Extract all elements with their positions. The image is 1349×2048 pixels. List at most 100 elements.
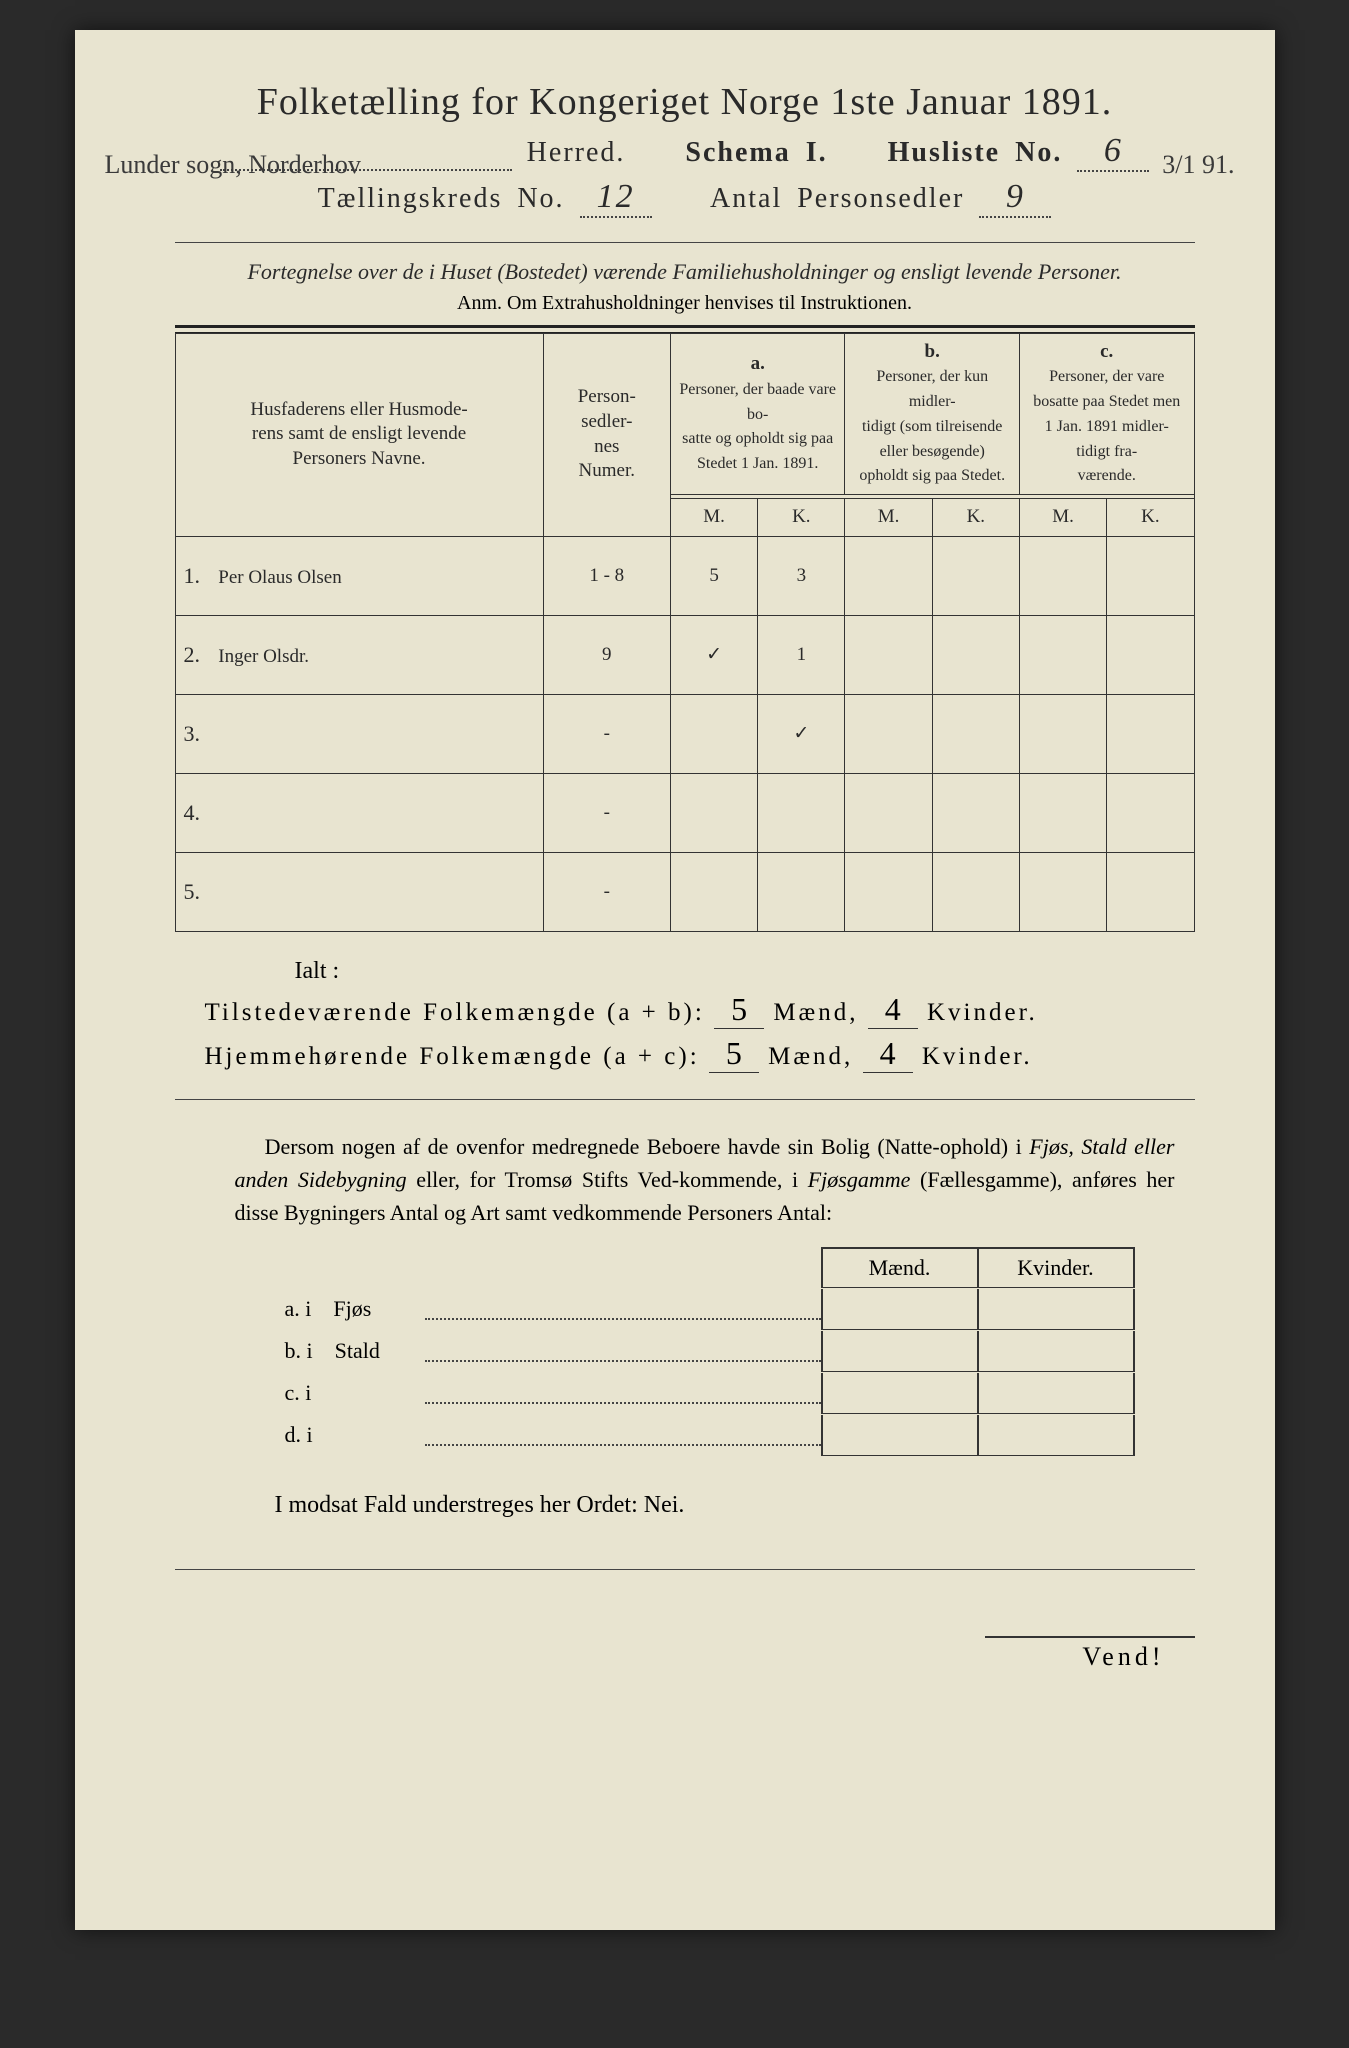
col-b-k: K. (932, 498, 1019, 536)
col-header-b: b. Personer, der kun midler- tidigt (som… (845, 333, 1020, 494)
grp-b-text: Personer, der kun midler- tidigt (som ti… (859, 368, 1005, 484)
a-k-cell: ✓ (758, 694, 845, 773)
antal-label: Antal Personsedler (710, 183, 964, 214)
b-k-cell (932, 694, 1019, 773)
totals-present-m: 5 (714, 991, 764, 1029)
anmerkning-text: Anm. Om Extrahusholdninger henvises til … (175, 292, 1195, 315)
b-m-cell (845, 536, 932, 615)
dotted-line (425, 1384, 821, 1404)
rule (175, 1099, 1195, 1100)
sub-cell-m (821, 1373, 977, 1414)
c-m-cell (1019, 773, 1106, 852)
name-cell: 1. Per Olaus Olsen (175, 536, 543, 615)
rule (175, 1569, 1195, 1570)
sub-cell-m (821, 1331, 977, 1372)
b-m-cell (845, 773, 932, 852)
b-k-cell (932, 773, 1019, 852)
sub-cell-k (977, 1373, 1135, 1414)
sub-cell-k (977, 1415, 1135, 1456)
col-header-num: Person- sedler- nes Numer. (543, 333, 670, 536)
sub-row-cells (821, 1373, 1135, 1414)
num-cell: - (543, 852, 670, 931)
kreds-value: 12 (580, 178, 652, 218)
a-m-cell: ✓ (670, 615, 757, 694)
table-row: 4. - (175, 773, 1194, 852)
sub-row-lead: c. i (285, 1372, 425, 1414)
sub-cell-k (977, 1289, 1135, 1330)
a-m-cell: 5 (670, 536, 757, 615)
sub-row: d. i (285, 1414, 1135, 1456)
name-cell: 4. (175, 773, 543, 852)
col-header-name-text: Husfaderens eller Husmode- rens samt de … (250, 399, 467, 469)
outbuilding-table: Mænd. Kvinder. a. i Fjøsb. i Staldc. i d… (285, 1247, 1135, 1456)
name-cell: 2. Inger Olsdr. (175, 615, 543, 694)
totals-home: Hjemmehørende Folkemængde (a + c): 5 Mæn… (205, 1035, 1195, 1073)
a-k-cell: 1 (758, 615, 845, 694)
thick-rule (175, 325, 1195, 333)
col-a-m: M. (670, 498, 757, 536)
sub-row: b. i Stald (285, 1330, 1135, 1372)
grp-c-label: c. (1100, 341, 1113, 362)
table-row: 2. Inger Olsdr.9✓1 (175, 615, 1194, 694)
antal-value: 9 (979, 178, 1051, 218)
household-table: Husfaderens eller Husmode- rens samt de … (175, 333, 1195, 932)
instruction-text: Fortegnelse over de i Huset (Bostedet) v… (175, 257, 1195, 288)
col-header-num-text: Person- sedler- nes Numer. (578, 386, 636, 481)
b-k-cell (932, 536, 1019, 615)
c-k-cell (1107, 536, 1194, 615)
sub-header-m: Mænd. (821, 1247, 977, 1288)
col-header-name: Husfaderens eller Husmode- rens samt de … (175, 333, 543, 536)
grp-b-label: b. (925, 341, 940, 362)
sub-row: c. i (285, 1372, 1135, 1414)
sub-header: Mænd. Kvinder. (285, 1247, 1135, 1288)
ialt-label: Ialt : (295, 958, 1195, 985)
totals-present: Tilstedeværende Folkemængde (a + b): 5 M… (205, 991, 1195, 1029)
page-title: Folketælling for Kongeriget Norge 1ste J… (175, 80, 1195, 124)
col-c-m: M. (1019, 498, 1106, 536)
a-k-cell (758, 852, 845, 931)
dotted-line (425, 1426, 821, 1446)
husliste-label: Husliste No. (888, 137, 1063, 168)
a-m-cell (670, 694, 757, 773)
col-b-m: M. (845, 498, 932, 536)
grp-c-text: Personer, der vare bosatte paa Stedet me… (1033, 368, 1180, 484)
a-m-cell (670, 773, 757, 852)
c-m-cell (1019, 536, 1106, 615)
col-header-a: a. Personer, der baade vare bo- satte og… (670, 333, 845, 494)
sub-row-cells (821, 1415, 1135, 1456)
b-k-cell (932, 852, 1019, 931)
fjøs-paragraph: Dersom nogen af de ovenfor medregnede Be… (235, 1130, 1175, 1229)
grp-a-label: a. (751, 353, 765, 374)
header-line-3: Tællingskreds No. 12 Antal Personsedler … (175, 178, 1195, 218)
totals-home-m: 5 (709, 1035, 759, 1073)
kreds-label: Tællingskreds No. (318, 183, 565, 214)
sub-row-lead: a. i Fjøs (285, 1288, 425, 1330)
totals-present-k: 4 (868, 991, 918, 1029)
table-body: 1. Per Olaus Olsen1 - 8532. Inger Olsdr.… (175, 536, 1194, 931)
table-row: 3. - ✓ (175, 694, 1194, 773)
b-k-cell (932, 615, 1019, 694)
table-row: 1. Per Olaus Olsen1 - 853 (175, 536, 1194, 615)
dotted-line (425, 1342, 821, 1362)
census-form-page: Lunder sogn, Norderhov 3/1 91. Folketæll… (75, 30, 1275, 1930)
sub-cell-k (977, 1331, 1135, 1372)
grp-a-text: Personer, der baade vare bo- satte og op… (679, 381, 836, 472)
schema-label: Schema I. (685, 137, 827, 168)
a-m-cell (670, 852, 757, 931)
table-row: 5. - (175, 852, 1194, 931)
num-cell: - (543, 694, 670, 773)
b-m-cell (845, 615, 932, 694)
date-handwritten: 3/1 91. (1162, 150, 1234, 180)
sub-cell-m (821, 1415, 977, 1456)
totals-present-label: Tilstedeværende Folkemængde (a + b): (205, 999, 705, 1026)
c-k-cell (1107, 615, 1194, 694)
herred-handwritten: Lunder sogn, Norderhov (105, 150, 361, 180)
sub-row-cells (821, 1331, 1135, 1372)
k-label: Kvinder. (922, 1043, 1033, 1070)
c-m-cell (1019, 694, 1106, 773)
name-cell: 3. (175, 694, 543, 773)
sub-header-k: Kvinder. (977, 1247, 1135, 1288)
husliste-value: 6 (1077, 132, 1149, 172)
name-cell: 5. (175, 852, 543, 931)
c-m-cell (1019, 615, 1106, 694)
